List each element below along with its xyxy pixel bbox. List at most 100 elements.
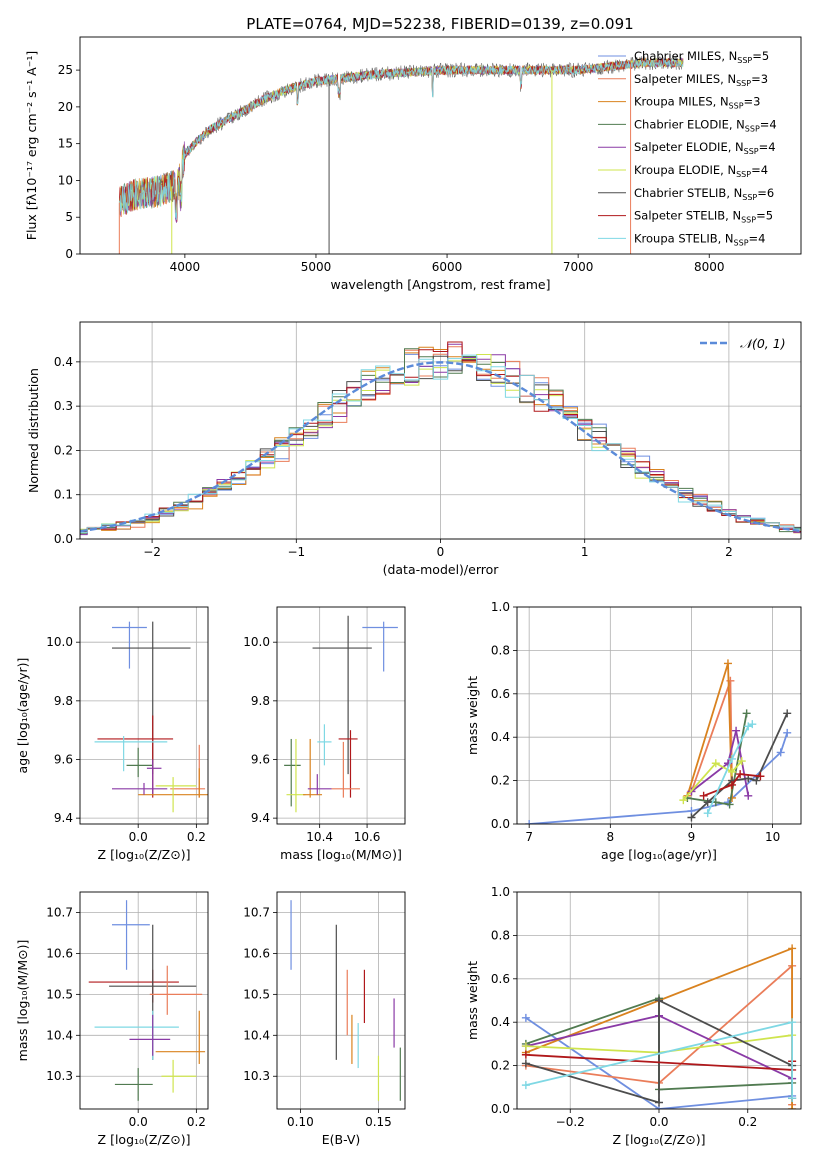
y-tick-label: 10 bbox=[58, 173, 73, 187]
axes-frame bbox=[79, 891, 209, 1110]
axes-frame bbox=[276, 606, 406, 825]
mass-vs-ebv-marks bbox=[290, 900, 401, 1101]
y-tick-label: 0.2 bbox=[491, 774, 510, 788]
y-tick-label: 20 bbox=[58, 100, 73, 114]
x-tick-label: 7 bbox=[525, 830, 533, 844]
y-tick-label: 9.8 bbox=[54, 694, 73, 708]
weight-marker bbox=[711, 759, 720, 768]
figure-title: PLATE=0764, MJD=52238, FIBERID=0139, z=0… bbox=[246, 15, 633, 33]
residual-legend: 𝒩(0, 1) bbox=[700, 336, 786, 351]
y-tick-label: 10.4 bbox=[46, 1028, 73, 1042]
y-tick-label: 10.4 bbox=[243, 1028, 270, 1042]
weight-marker bbox=[756, 772, 765, 781]
y-tick-label: 5 bbox=[65, 210, 73, 224]
y-tick-label: 25 bbox=[58, 63, 73, 77]
x-tick-label: 8 bbox=[606, 830, 614, 844]
y-tick-label: 0.4 bbox=[491, 730, 510, 744]
y-tick-label: 10.0 bbox=[243, 635, 270, 649]
x-axis-label: wavelength [Angstrom, rest frame] bbox=[330, 277, 550, 292]
y-tick-label: 0.6 bbox=[491, 972, 510, 986]
plots-layer: 4000 5000 6000 7000 80000510152025wavelength… bbox=[15, 36, 802, 1147]
y-tick-label: 10.3 bbox=[243, 1069, 270, 1083]
weight-marker bbox=[788, 1018, 797, 1027]
x-tick-label: 0.10 bbox=[287, 1115, 314, 1129]
residuals-marks bbox=[80, 341, 801, 536]
weight-line-8 bbox=[706, 723, 753, 814]
y-tick-label: 10.5 bbox=[46, 987, 73, 1001]
histogram-7 bbox=[80, 341, 801, 532]
legend-entry: Chabrier STELIB, NSSP=6 bbox=[634, 186, 774, 202]
weight-marker bbox=[703, 809, 712, 818]
age-vs-mass-panel: 10.4 10.6 9.4 9.6 9.8 10.0 mass [log₁₀(M/M⊙)] bbox=[243, 606, 406, 862]
y-tick-label: 0.0 bbox=[491, 817, 510, 831]
weight-marker bbox=[655, 1098, 663, 1107]
legend-entry: Kroupa STELIB, NSSP=4 bbox=[634, 231, 765, 247]
weight-marker bbox=[783, 709, 792, 718]
weight-marker bbox=[703, 798, 712, 807]
x-axis-label: Z [log₁₀(Z/Z⊙)] bbox=[98, 1132, 191, 1147]
x-tick-label: 0.2 bbox=[187, 830, 206, 844]
mass-vs-ebv-panel: 0.10 0.15 10.3 10.4 10.5 10.6 10.7 E(B-V) bbox=[243, 891, 406, 1147]
weight-marker bbox=[788, 944, 797, 953]
axes-frame bbox=[516, 891, 802, 1110]
weight-line-3 bbox=[687, 713, 748, 806]
weight-marker bbox=[744, 791, 753, 800]
x-axis-label: Z [log₁₀(Z/Z⊙)] bbox=[98, 847, 191, 862]
y-tick-label: 0.0 bbox=[491, 1102, 510, 1116]
legend-entry: Kroupa MILES, NSSP=3 bbox=[634, 95, 760, 111]
axes-frame bbox=[276, 891, 406, 1110]
y-tick-label: 1.0 bbox=[491, 600, 510, 614]
spectrum-legend: Chabrier MILES, NSSP=5 Salpeter MILES, NS… bbox=[598, 49, 777, 247]
spectrum-line-8 bbox=[118, 58, 684, 220]
weight-marker bbox=[788, 1105, 797, 1109]
y-tick-label: 0.3 bbox=[54, 399, 73, 413]
y-tick-label: 15 bbox=[58, 137, 73, 151]
weight-line-6 bbox=[690, 712, 789, 819]
weight-vs-Z-panel: −0.2 0.0 0.2 0.0 0.2 0.4 0.6 0.8 1.0 Z [log₁₀(Z/Z… bbox=[465, 885, 802, 1147]
weight-marker bbox=[752, 776, 761, 785]
y-axis-label: age [log₁₀(age/yr)] bbox=[15, 658, 30, 774]
weight-marker bbox=[788, 1094, 797, 1103]
x-tick-label: 10.4 bbox=[306, 830, 333, 844]
y-tick-label: 0 bbox=[65, 247, 73, 261]
weight-marker bbox=[783, 728, 792, 737]
weight-marker bbox=[776, 748, 785, 757]
age-vs-mass-marks bbox=[284, 615, 398, 813]
y-tick-label: 1.0 bbox=[491, 885, 510, 899]
weight-marker bbox=[687, 813, 696, 822]
y-axis-label: mass [log₁₀(M/M⊙)] bbox=[15, 940, 30, 1062]
y-axis-label: mass weight bbox=[465, 676, 480, 755]
weight-marker bbox=[728, 780, 737, 789]
weight-line-6 bbox=[525, 999, 793, 1104]
weight-line-5 bbox=[682, 760, 743, 801]
weight-marker bbox=[699, 791, 708, 800]
x-tick-label: 0.0 bbox=[649, 1115, 668, 1129]
y-tick-label: 10.6 bbox=[243, 946, 270, 960]
legend-entry: Kroupa ELODIE, NSSP=4 bbox=[634, 163, 768, 179]
x-tick-label: −1 bbox=[287, 545, 305, 559]
x-tick-label: 0.2 bbox=[187, 1115, 206, 1129]
x-tick-label: 1 bbox=[581, 545, 589, 559]
axes-frame bbox=[79, 36, 802, 255]
residuals-panel: −2 −1 0 1 2 0.0 0.1 0.2 0.3 0.4 (data-model)/error… bbox=[26, 321, 802, 577]
weight-marker bbox=[655, 996, 663, 1005]
mass-vs-Z-marks bbox=[88, 900, 206, 1101]
legend-entry: Chabrier ELODIE, NSSP=4 bbox=[634, 117, 777, 133]
y-tick-label: 0.8 bbox=[491, 928, 510, 942]
weight-marker bbox=[521, 1050, 530, 1059]
normal-curve bbox=[80, 361, 801, 533]
x-axis-label: Z [log₁₀(Z/Z⊙)] bbox=[613, 1132, 706, 1147]
y-tick-label: 9.4 bbox=[54, 811, 73, 825]
y-tick-label: 10.0 bbox=[46, 635, 73, 649]
axes-frame bbox=[516, 606, 802, 825]
weight-marker bbox=[728, 767, 737, 776]
y-tick-label: 0.2 bbox=[54, 443, 73, 457]
x-tick-label: 7000 bbox=[563, 260, 594, 274]
y-axis-label: mass weight bbox=[465, 961, 480, 1040]
legend-entry: Salpeter MILES, NSSP=3 bbox=[634, 72, 768, 88]
weight-vs-age-panel: 7 8 9 10 0.0 0.2 0.4 0.6 0.8 1.0 age [log₁₀(age/yr… bbox=[465, 600, 802, 862]
x-tick-label: 10.6 bbox=[354, 830, 381, 844]
x-tick-label: −0.2 bbox=[556, 1115, 585, 1129]
weight-marker bbox=[725, 800, 734, 809]
